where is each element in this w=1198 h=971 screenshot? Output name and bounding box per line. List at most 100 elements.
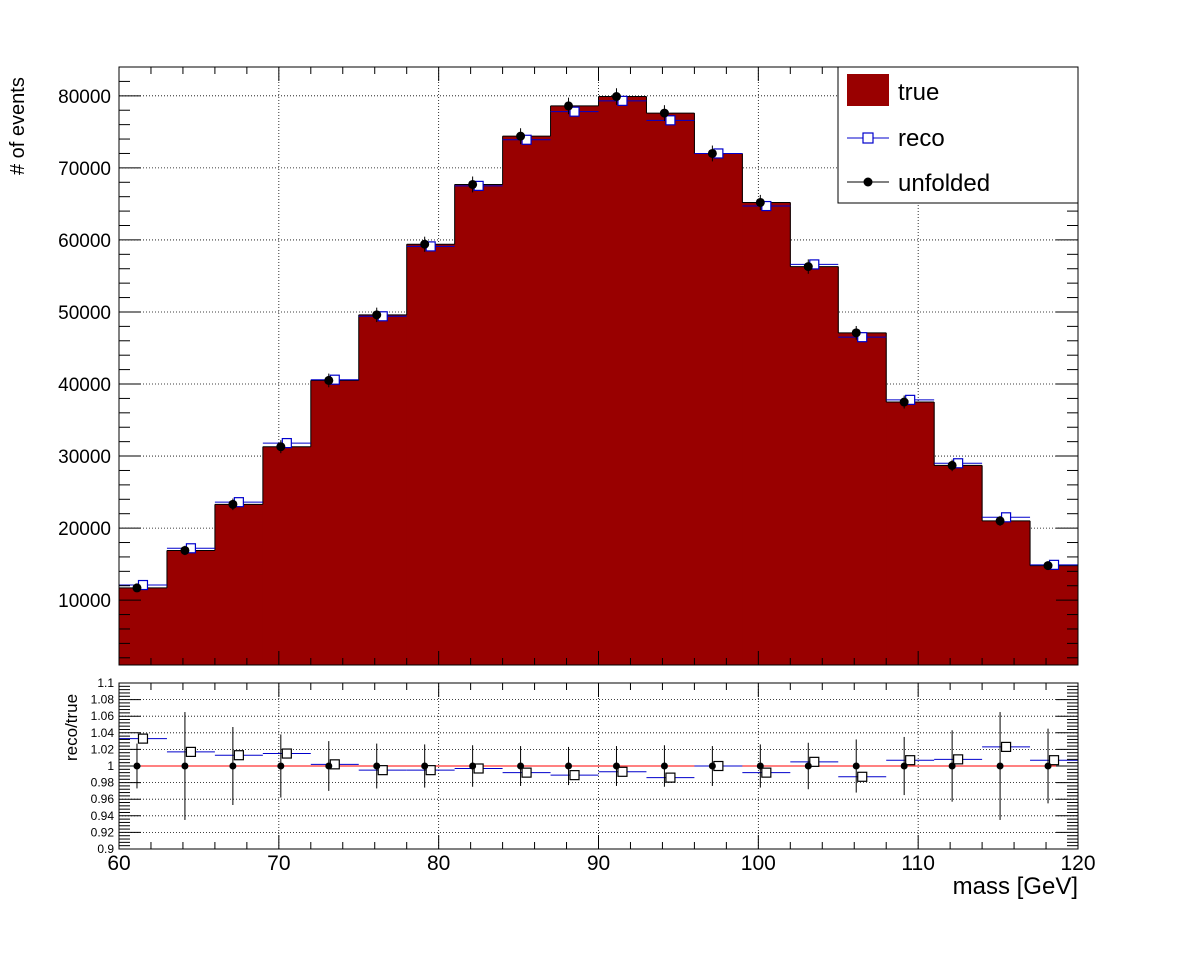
unfolded-point (611, 92, 621, 102)
true-histogram-bar (886, 402, 935, 665)
unfolded-point (899, 397, 909, 407)
ratio-reco-point (377, 765, 388, 776)
ratio-reco-point (185, 746, 197, 757)
unfolded-point (755, 197, 765, 207)
ratio-unfolded-point (612, 762, 620, 770)
true-histogram-bar (934, 465, 983, 665)
ratio-reco-point (617, 766, 628, 777)
legend-reco-label: reco (898, 125, 945, 152)
unfolded-point (803, 262, 813, 272)
true-histogram-bar (502, 136, 552, 665)
main-y-tick-label: 30000 (58, 447, 111, 468)
ratio-unfolded-point (660, 762, 668, 770)
unfolded-point (516, 131, 526, 141)
ratio-unfolded-point (900, 762, 908, 770)
ratio-unfolded-point (708, 762, 716, 770)
ratio-y-tick-label: 0.92 (91, 825, 115, 839)
true-histogram-bar (598, 96, 647, 665)
true-histogram-bar (406, 244, 456, 665)
true-histogram-bar (1030, 565, 1078, 665)
unfolded-point (995, 516, 1005, 526)
unfolded-point (947, 460, 957, 470)
unfolded-point (228, 499, 238, 509)
main-y-tick-label: 10000 (58, 591, 111, 612)
main-y-tick-label: 60000 (58, 231, 111, 252)
legend: true reco unfolded (837, 66, 1079, 204)
unfolded-point (324, 375, 334, 385)
ratio-unfolded-point (277, 762, 285, 770)
x-tick-label: 60 (107, 852, 130, 875)
true-histogram-bar (838, 332, 887, 665)
x-tick-label: 80 (427, 852, 450, 875)
ratio-unfolded-point (565, 762, 573, 770)
main-y-tick-label: 70000 (58, 159, 111, 180)
ratio-y-tick-label: 1.08 (91, 693, 115, 707)
ratio-unfolded-point (517, 762, 525, 770)
main-histogram-panel: 10000 20000 30000 40000 50000 60000 70000 80000… (7, 66, 1079, 666)
ratio-panel: 0.90.920.940.960.9811.021.041.061.081.1 … (62, 676, 1096, 900)
ratio-y-axis-label: reco/true (62, 694, 81, 761)
unfolded-point (707, 148, 717, 158)
ratio-unfolded-point (373, 762, 381, 770)
unfolded-point (564, 101, 574, 111)
true-histogram-bar (550, 105, 599, 665)
unfolded-point (276, 442, 286, 452)
legend-unfolded-marker (863, 177, 873, 187)
ratio-reco-point (953, 754, 964, 765)
x-axis-label: mass [GeV] (953, 873, 1078, 900)
unfolded-point (851, 328, 861, 338)
ratio-unfolded-point (804, 762, 812, 770)
ratio-y-tick-label: 1.02 (91, 742, 115, 756)
unfolded-point (132, 583, 142, 593)
true-histogram-bar (166, 550, 216, 665)
ratio-y-tick-label: 0.98 (91, 776, 115, 790)
ratio-reco-point (857, 771, 868, 782)
x-tick-label: 110 (901, 852, 934, 875)
true-histogram-bar (982, 520, 1031, 665)
true-histogram-bar (358, 314, 408, 665)
legend-unfolded-label: unfolded (898, 170, 990, 197)
ratio-unfolded-point (1044, 762, 1052, 770)
ratio-unfolded-point (325, 762, 333, 770)
true-histogram-bar (646, 113, 695, 665)
ratio-reco-point (761, 767, 772, 778)
unfolded-point (468, 179, 478, 189)
ratio-y-tick-label: 1.1 (97, 676, 114, 690)
unfolded-point (180, 545, 190, 555)
unfolded-point (420, 239, 430, 249)
true-histogram-bar (454, 184, 504, 665)
true-histogram-bar (262, 446, 312, 665)
ratio-unfolded-point (421, 762, 429, 770)
x-tick-label: 120 (1060, 852, 1095, 875)
unfolded-point (1043, 561, 1053, 571)
ratio-reco-point (665, 772, 676, 783)
ratio-reco-point (521, 767, 532, 778)
x-tick-labels: 60 70 80 90 100 110 120 (107, 852, 1095, 875)
ratio-reco-point (233, 750, 244, 761)
x-tick-label: 70 (267, 852, 290, 875)
true-histogram-bar (310, 380, 360, 665)
ratio-reco-point (809, 756, 820, 767)
legend-true-swatch (847, 74, 889, 106)
ratio-unfolded-point (852, 762, 860, 770)
reco-point (665, 115, 676, 126)
unfolded-point (372, 310, 382, 320)
ratio-unfolded-point (756, 762, 764, 770)
main-y-tick-label: 40000 (58, 375, 111, 396)
ratio-y-tick-labels: 0.9 0.92 0.94 0.96 0.98 1 1.02 1.04 1.06 1.08 1.1 (91, 676, 115, 856)
main-frame (118, 66, 1079, 666)
ratio-reco-point (137, 733, 149, 744)
legend-true-label: true (898, 79, 939, 106)
main-y-tick-label: 50000 (58, 303, 111, 324)
main-y-axis-label: # of events (7, 77, 29, 175)
reco-markers (119, 95, 1078, 591)
true-histogram-bar (742, 202, 791, 665)
ratio-reco-point (1048, 755, 1060, 766)
reco-point (569, 106, 580, 117)
true-histogram (119, 96, 1078, 665)
ratio-y-tick-label: 1.06 (91, 709, 115, 723)
ratio-unfolded-point (948, 762, 956, 770)
main-y-tick-label: 80000 (58, 87, 111, 108)
reco-point (857, 332, 868, 343)
ratio-unfolded-markers (133, 712, 1052, 820)
